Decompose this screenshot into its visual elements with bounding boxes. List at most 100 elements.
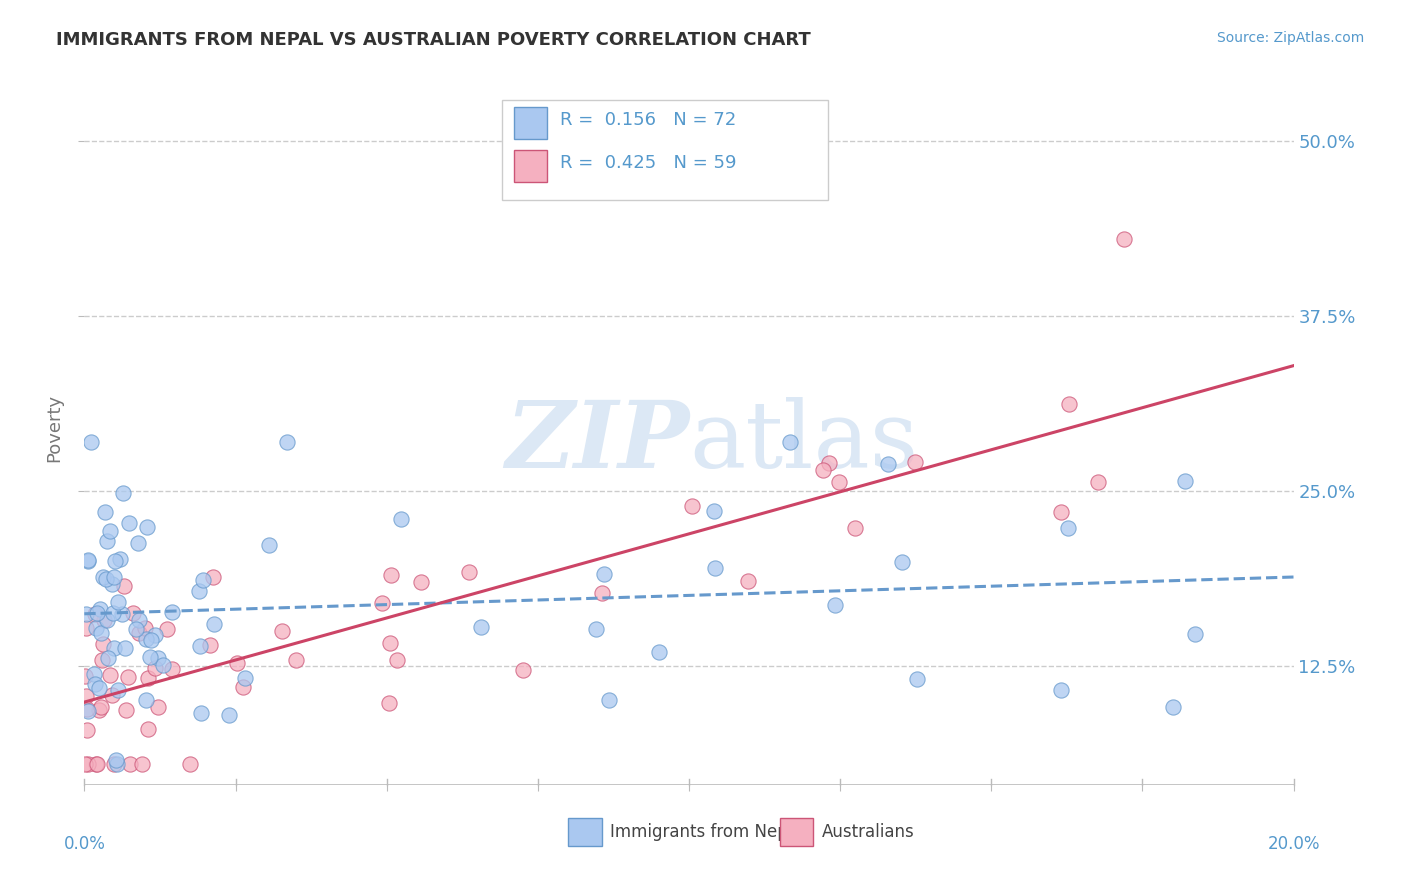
Point <box>1161 700 1184 714</box>
Text: 0.0%: 0.0% <box>63 835 105 853</box>
Point <box>91 653 114 667</box>
Point <box>818 456 841 470</box>
Point <box>83 607 105 622</box>
Text: IMMIGRANTS FROM NEPAL VS AUSTRALIAN POVERTY CORRELATION CHART: IMMIGRANTS FROM NEPAL VS AUSTRALIAN POVE… <box>56 31 811 49</box>
Text: R =  0.156   N = 72: R = 0.156 N = 72 <box>560 111 735 128</box>
Point <box>218 708 240 723</box>
Point <box>827 475 849 489</box>
Point <box>89 703 111 717</box>
Point <box>135 693 157 707</box>
Point <box>377 696 399 710</box>
Point <box>187 583 209 598</box>
Point <box>704 561 727 575</box>
Point <box>134 621 156 635</box>
Point <box>232 680 254 694</box>
Point <box>191 573 214 587</box>
Point <box>844 521 866 535</box>
Point <box>111 485 134 500</box>
Point <box>380 568 402 582</box>
Point <box>111 607 134 621</box>
Point <box>96 572 118 586</box>
Point <box>681 499 703 513</box>
Point <box>103 756 125 771</box>
Point <box>84 621 107 635</box>
Point <box>127 536 149 550</box>
Point <box>84 676 107 690</box>
Point <box>737 574 759 588</box>
Point <box>73 756 96 771</box>
Point <box>1184 627 1206 641</box>
Point <box>86 606 108 620</box>
Point <box>101 576 124 591</box>
Point <box>101 689 124 703</box>
Point <box>84 756 107 771</box>
Text: 20.0%: 20.0% <box>1267 835 1320 853</box>
Point <box>824 598 846 612</box>
Point <box>91 637 114 651</box>
Point <box>105 756 128 771</box>
Point <box>77 704 100 718</box>
Point <box>512 663 534 677</box>
Point <box>114 640 136 655</box>
Point <box>89 602 111 616</box>
Point <box>77 553 100 567</box>
Point <box>877 457 900 471</box>
Text: Immigrants from Nepal: Immigrants from Nepal <box>610 823 803 841</box>
Point <box>904 455 927 469</box>
Point <box>135 632 157 647</box>
Point <box>285 652 308 666</box>
Point <box>103 606 125 620</box>
Y-axis label: Poverty: Poverty <box>45 394 63 462</box>
Point <box>1174 474 1197 488</box>
Point <box>202 616 225 631</box>
Point <box>76 554 98 568</box>
Point <box>128 613 150 627</box>
Point <box>201 570 224 584</box>
Point <box>156 623 179 637</box>
Point <box>141 633 163 648</box>
Point <box>136 722 159 736</box>
Point <box>1057 396 1080 410</box>
Text: atlas: atlas <box>689 398 918 487</box>
FancyBboxPatch shape <box>502 100 828 200</box>
Point <box>146 651 169 665</box>
Point <box>125 623 148 637</box>
Point <box>75 689 97 703</box>
Point <box>117 670 139 684</box>
Point <box>104 753 127 767</box>
Point <box>598 692 620 706</box>
Point <box>1057 521 1080 535</box>
Point <box>779 435 801 450</box>
FancyBboxPatch shape <box>513 107 547 139</box>
Point <box>76 723 98 738</box>
Point <box>121 606 143 620</box>
Point <box>118 756 141 771</box>
Point <box>80 435 103 450</box>
Point <box>73 669 96 683</box>
Text: Australians: Australians <box>823 823 915 841</box>
Text: Source: ZipAtlas.com: Source: ZipAtlas.com <box>1216 31 1364 45</box>
Point <box>378 635 401 649</box>
Point <box>75 607 97 621</box>
Point <box>115 703 138 717</box>
Point <box>271 624 294 639</box>
Point <box>1050 505 1073 519</box>
FancyBboxPatch shape <box>568 819 602 846</box>
Point <box>128 625 150 640</box>
Point <box>891 555 914 569</box>
Point <box>107 595 129 609</box>
Point <box>143 661 166 675</box>
Point <box>1049 683 1071 698</box>
Point <box>371 597 394 611</box>
Point <box>648 645 671 659</box>
Point <box>905 672 928 686</box>
FancyBboxPatch shape <box>780 819 814 846</box>
Point <box>591 586 613 600</box>
Point <box>103 570 125 584</box>
Point <box>276 435 298 450</box>
Point <box>190 706 212 720</box>
Point <box>94 505 117 519</box>
Point <box>146 700 169 714</box>
FancyBboxPatch shape <box>513 150 547 182</box>
Point <box>104 554 127 568</box>
